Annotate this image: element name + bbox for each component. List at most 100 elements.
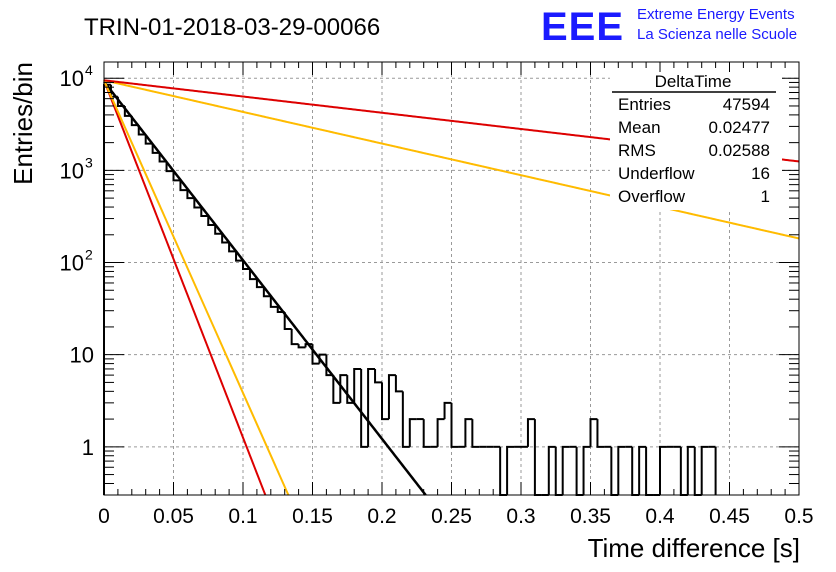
histogram-bin [506, 445, 515, 495]
histogram-bin [269, 296, 278, 308]
histogram-bin [332, 375, 341, 404]
histogram-bin [346, 375, 355, 404]
histogram-bin [401, 391, 410, 448]
x-tick-label: 0.35 [570, 505, 611, 528]
x-tick-label: 0.2 [367, 505, 396, 528]
histogram-bin [686, 445, 695, 495]
histogram-bin [471, 419, 480, 448]
histogram-bin [617, 445, 626, 495]
axis-ticks [103, 62, 800, 496]
histogram-bin [214, 225, 223, 235]
stats-row-label: Entries [618, 95, 671, 114]
stats-row-value: 0.02588 [709, 141, 770, 160]
histogram-bin [221, 233, 230, 244]
stats-row-label: Mean [618, 118, 661, 137]
fit-curve [103, 79, 290, 496]
histogram-bin [659, 445, 667, 495]
histogram-bin [228, 242, 237, 253]
logo-mark: EEE [541, 5, 624, 49]
histogram-bin [318, 353, 327, 364]
stats-rows: Entries 47594 Mean 0.02477 RMS 0.02588 Underfl… [618, 95, 770, 206]
histogram-bin [422, 419, 431, 448]
histogram-bin [200, 207, 209, 217]
stats-row-value: 1 [761, 187, 770, 206]
y-tick-label: 1 [82, 435, 94, 460]
y-tick-exponent: 4 [85, 62, 93, 78]
histogram-bin [158, 152, 167, 163]
y-tick-label: 10 [60, 158, 84, 183]
histogram-bin [353, 367, 362, 403]
histogram-bin [464, 418, 473, 447]
histogram-bin [596, 419, 605, 448]
histogram-bin [526, 418, 535, 447]
histogram-bin [381, 382, 389, 421]
eee-logo: EEE Extreme Energy Events La Scienza nel… [541, 5, 797, 49]
logo-line-1: Extreme Energy Events [637, 6, 795, 23]
histogram-bin [436, 418, 445, 447]
histogram-bin [262, 287, 271, 298]
histogram-bin [561, 445, 570, 495]
histogram-bin [589, 418, 598, 447]
histogram-bin [700, 445, 709, 495]
x-tick-label: 0.5 [784, 505, 813, 528]
histogram-bin [374, 368, 382, 384]
x-tick-label: 0 [98, 505, 110, 528]
stats-title: DeltaTime [655, 72, 732, 91]
chart-title: TRIN-01-2018-03-29-00066 [84, 14, 380, 41]
x-tick-label: 0.3 [506, 505, 535, 528]
stats-row-value: 0.02477 [709, 118, 770, 137]
histogram-bin [304, 343, 313, 348]
fit-curve [103, 80, 427, 496]
stats-row-label: RMS [618, 141, 656, 160]
histogram-bin [443, 401, 452, 420]
fit-curve [103, 79, 800, 240]
x-tick-label: 0.25 [431, 505, 472, 528]
fit-curve [103, 79, 267, 496]
histogram-bin [235, 251, 243, 262]
histogram-bin [582, 445, 591, 495]
stats-row-label: Overflow [618, 187, 686, 206]
histogram-bin [283, 312, 292, 330]
histogram-bin [165, 161, 174, 173]
histogram-bin [339, 374, 348, 403]
histogram-bin [193, 198, 202, 209]
x-tick-label: 0.45 [709, 505, 750, 528]
stats-box-background [610, 72, 782, 210]
y-tick-label: 10 [60, 66, 84, 91]
x-axis-label: Time difference [s] [588, 533, 800, 563]
histogram-bin [242, 260, 250, 271]
x-tick-label: 0.15 [292, 505, 333, 528]
histogram-bin [297, 344, 306, 349]
stats-row-label: Underflow [618, 164, 695, 183]
x-tick-label: 0.05 [153, 505, 194, 528]
y-tick-label: 10 [70, 343, 94, 368]
histogram-bin [290, 328, 299, 346]
histogram-bin [638, 445, 647, 495]
histogram-bin [179, 180, 188, 192]
x-tick-label: 0.1 [228, 505, 257, 528]
y-tick-label: 10 [60, 251, 84, 276]
histogram-bin [408, 418, 417, 447]
histogram-bin [144, 134, 153, 145]
histogram-bin [151, 143, 160, 154]
histogram-bin [255, 279, 264, 289]
x-tick-labels: 0 0.05 0.1 0.15 0.2 0.25 0.3 0.35 0.4 0.45 0.5 [98, 505, 813, 528]
histogram-bin [207, 215, 216, 227]
stats-row-value: 16 [751, 164, 770, 183]
stats-row-value: 47594 [723, 95, 770, 114]
y-tick-exponent: 3 [85, 154, 93, 170]
histogram-bin [394, 375, 403, 393]
y-tick-exponent: 2 [85, 247, 93, 263]
histogram-bin [248, 269, 257, 281]
histogram-bin [387, 374, 396, 420]
histogram-bin [186, 190, 195, 200]
histogram-bin [547, 445, 556, 495]
histogram-bin [172, 171, 181, 182]
logo-line-2: La Scienza nelle Scuole [637, 26, 797, 43]
histogram-bin [450, 402, 459, 448]
stats-box: DeltaTime Entries 47594 Mean 0.02477 RMS 0.02… [610, 72, 782, 210]
x-tick-label: 0.4 [645, 505, 675, 528]
y-axis-label: Entries/bin [8, 62, 38, 185]
